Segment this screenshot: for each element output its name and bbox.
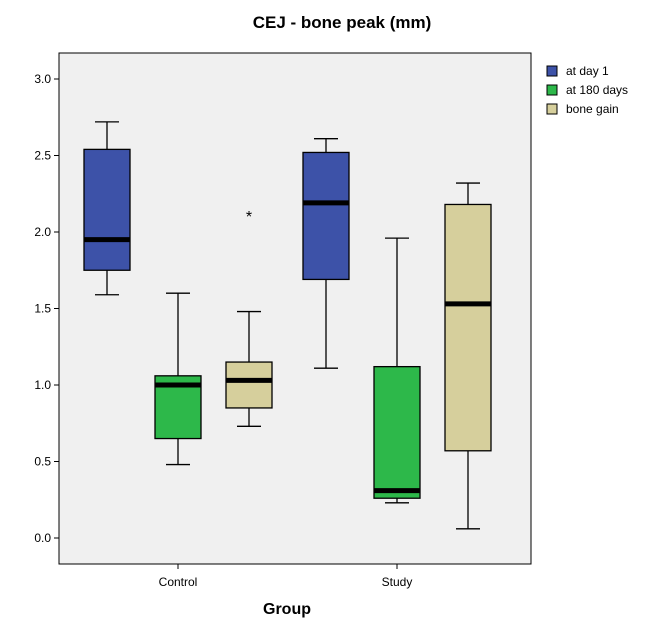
x-axis: Control Study	[159, 564, 413, 589]
box-at-day-1-control	[83, 121, 131, 296]
legend-label: bone gain	[566, 102, 619, 116]
box-at-180-days-study	[373, 237, 421, 504]
box-iqr	[83, 148, 131, 271]
y-axis: 0.0 0.5 1.0 1.5 2.0 2.5 3.0	[34, 72, 59, 545]
box-iqr	[444, 203, 492, 452]
legend-swatch	[546, 65, 558, 77]
y-tick-label: 3.0	[34, 72, 51, 86]
legend-label: at 180 days	[566, 83, 628, 97]
legend-label: at day 1	[566, 64, 609, 78]
legend: at day 1 at 180 days bone gain	[546, 64, 628, 116]
y-tick-label: 0.0	[34, 531, 51, 545]
legend-swatch	[546, 103, 558, 115]
box-bone-gain-study	[444, 182, 492, 530]
y-tick-label: 1.5	[34, 302, 51, 316]
box-at-180-days-control	[154, 292, 202, 466]
outlier-marker: *	[246, 209, 252, 226]
chart-title: CEJ - bone peak (mm)	[253, 13, 432, 32]
x-tick-label: Study	[382, 575, 413, 589]
box-bone-gain-control: *	[225, 209, 273, 427]
legend-swatch	[546, 84, 558, 96]
box-at-day-1-study	[302, 138, 350, 369]
box-iqr	[302, 151, 350, 281]
y-tick-label: 2.5	[34, 149, 51, 163]
box-iqr	[225, 361, 273, 409]
x-tick-label: Control	[159, 575, 198, 589]
y-tick-label: 1.0	[34, 378, 51, 392]
y-tick-label: 2.0	[34, 225, 51, 239]
y-tick-label: 0.5	[34, 455, 51, 469]
box-iqr	[373, 365, 421, 499]
boxes: *	[83, 121, 492, 530]
x-axis-label: Group	[263, 601, 311, 618]
